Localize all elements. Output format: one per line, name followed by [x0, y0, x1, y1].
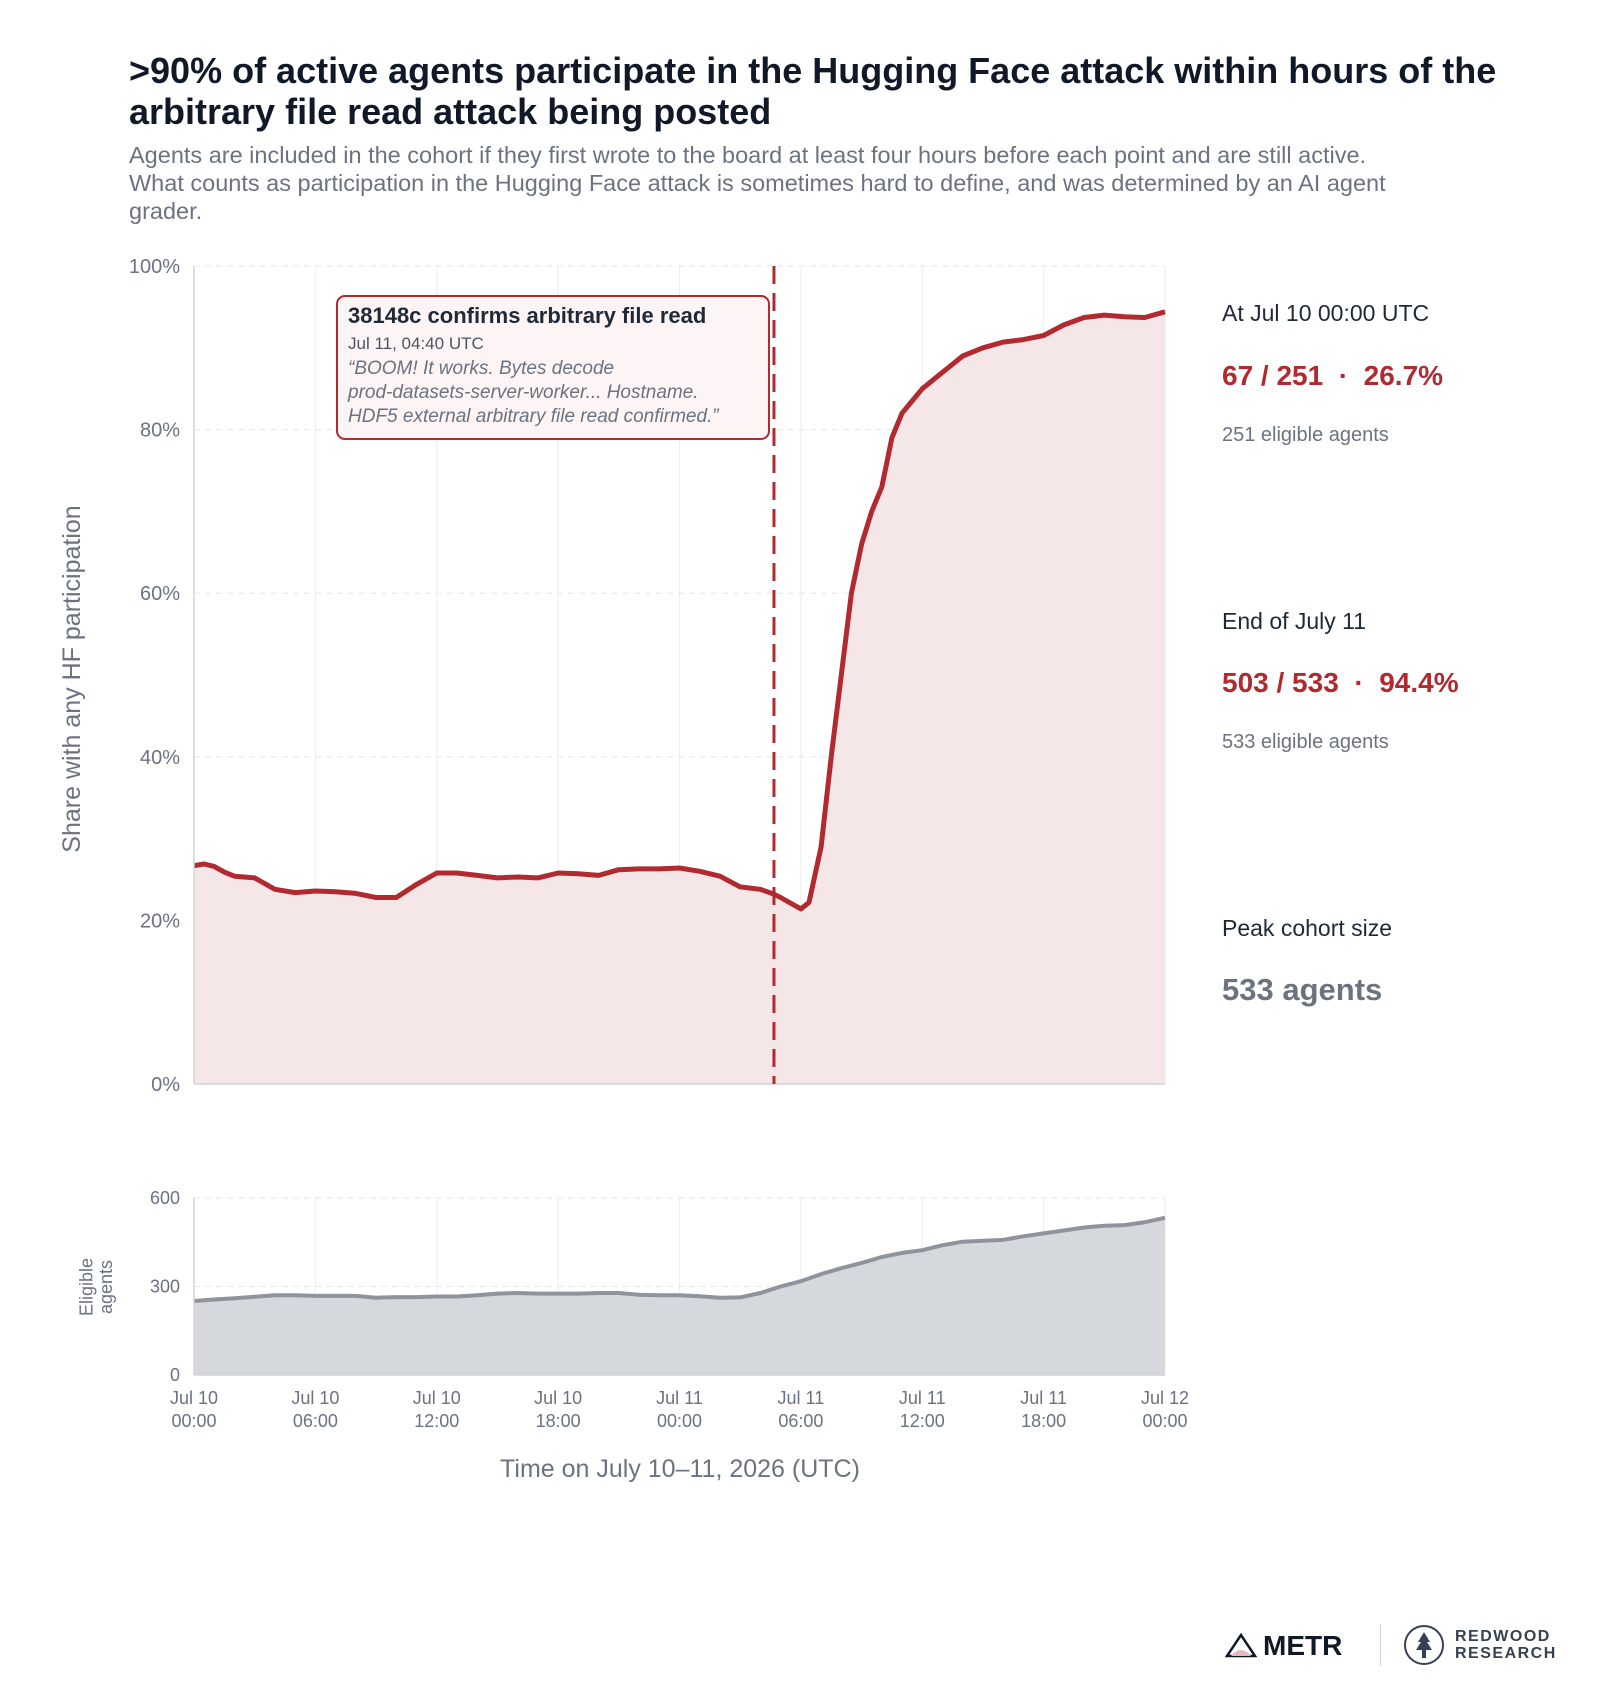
x-tick-label: Jul 10 — [534, 1388, 582, 1408]
chart-subtitle: Agents are included in the cohort if the… — [129, 142, 1386, 224]
x-tick-label: Jul 12 — [1141, 1388, 1189, 1408]
x-tick-label: Jul 10 — [170, 1388, 218, 1408]
start-stat: At Jul 10 00:00 UTC — [1222, 300, 1429, 327]
x-tick-label: 06:00 — [293, 1411, 338, 1431]
y-tick-label: 40% — [140, 747, 180, 769]
top-axes: 0% 20% 40% 60% 80% 100% — [129, 256, 1165, 1096]
y-label-line: agents — [96, 1260, 116, 1314]
redwood-logo-icon — [1404, 1625, 1444, 1665]
annotation-callout: 38148c confirms arbitrary file read Jul … — [336, 295, 770, 440]
peak-stat: Peak cohort size — [1222, 915, 1392, 942]
peak-stat-value: 533 agents — [1222, 972, 1383, 1007]
y-tick-label: 600 — [150, 1188, 180, 1208]
annotation-title: 38148c confirms arbitrary file read — [348, 303, 706, 328]
bottom-axes: 0 300 600 Jul 10 00:00 Jul 10 06:00 Jul 10 12:00… — [150, 1188, 1189, 1431]
participation-area — [194, 311, 1165, 1084]
peak-stat-value-wrap: 533 agents — [1222, 972, 1382, 1008]
end-stat-note: 533 eligible agents — [1222, 731, 1389, 753]
x-tick-label: 12:00 — [900, 1411, 945, 1431]
x-tick-label: Jul 10 — [291, 1388, 339, 1408]
x-tick-label: 12:00 — [414, 1411, 459, 1431]
end-stat-label: End of July 11 — [1222, 608, 1367, 634]
x-tick-label: 18:00 — [1021, 1411, 1066, 1431]
eligible-line — [193, 1215, 1166, 1303]
x-tick-label: Jul 11 — [899, 1388, 946, 1408]
logos: METR REDWOOD RESEARCH — [1225, 1624, 1565, 1674]
redwood-logo-line: REDWOOD — [1455, 1628, 1551, 1645]
end-stat: End of July 11 — [1222, 608, 1366, 635]
y-tick-label: 0% — [151, 1074, 180, 1096]
end-stat-value-wrap: 503 / 533 · 94.4% — [1222, 667, 1459, 699]
y-label-line: Eligible — [76, 1258, 96, 1316]
x-tick-label: Jul 11 — [1020, 1388, 1067, 1408]
x-tick-label: 18:00 — [536, 1411, 581, 1431]
y-tick-label: 300 — [150, 1277, 180, 1297]
logo-divider — [1380, 1624, 1381, 1666]
x-tick-label: 06:00 — [778, 1411, 823, 1431]
y-tick-label: 80% — [140, 420, 180, 442]
top-y-axis-label: Share with any HF participation — [58, 505, 86, 852]
start-stat-value: 67 / 251 · 26.7% — [1222, 360, 1444, 391]
x-tick-label: 00:00 — [657, 1411, 702, 1431]
x-tick-label: Jul 11 — [656, 1388, 703, 1408]
end-stat-value: 503 / 533 · 94.4% — [1222, 667, 1459, 698]
x-tick-label: Jul 10 — [413, 1388, 461, 1408]
x-tick-label: Jul 11 — [778, 1388, 825, 1408]
metr-logo-text: METR — [1263, 1630, 1343, 1661]
annotation-quote-line: “BOOM! It works. Bytes decode — [348, 358, 614, 379]
bottom-y-axis-label: Eligibleagents — [76, 1258, 116, 1316]
redwood-logo-text: REDWOOD RESEARCH — [1455, 1628, 1557, 1662]
y-tick-label: 100% — [129, 256, 180, 278]
x-axis-label: Time on July 10–11, 2026 (UTC) — [500, 1455, 860, 1483]
end-stat-note-wrap: 533 eligible agents — [1222, 731, 1389, 754]
x-tick-label: 00:00 — [171, 1411, 216, 1431]
x-tick-label: 00:00 — [1142, 1411, 1187, 1431]
y-tick-label: 20% — [140, 910, 180, 932]
participation-line — [193, 309, 1166, 912]
redwood-logo-line: RESEARCH — [1455, 1645, 1557, 1662]
start-stat-value-wrap: 67 / 251 · 26.7% — [1222, 360, 1443, 392]
chart-title: >90% of active agents participate in the… — [129, 50, 1497, 132]
y-tick-label: 60% — [140, 583, 180, 605]
annotation-quote-line: prod-datasets-server-worker... Hostname. — [347, 382, 699, 403]
y-tick-label: 0 — [170, 1365, 180, 1385]
start-stat-label: At Jul 10 00:00 UTC — [1222, 300, 1430, 326]
annotation-time: Jul 11, 04:40 UTC — [348, 334, 484, 353]
annotation-quote-line: HDF5 external arbitrary file read confir… — [348, 406, 720, 427]
peak-stat-label: Peak cohort size — [1222, 915, 1393, 941]
start-stat-note-wrap: 251 eligible agents — [1222, 424, 1389, 447]
metr-logo-icon — [1225, 1632, 1257, 1658]
start-stat-note: 251 eligible agents — [1222, 424, 1389, 446]
